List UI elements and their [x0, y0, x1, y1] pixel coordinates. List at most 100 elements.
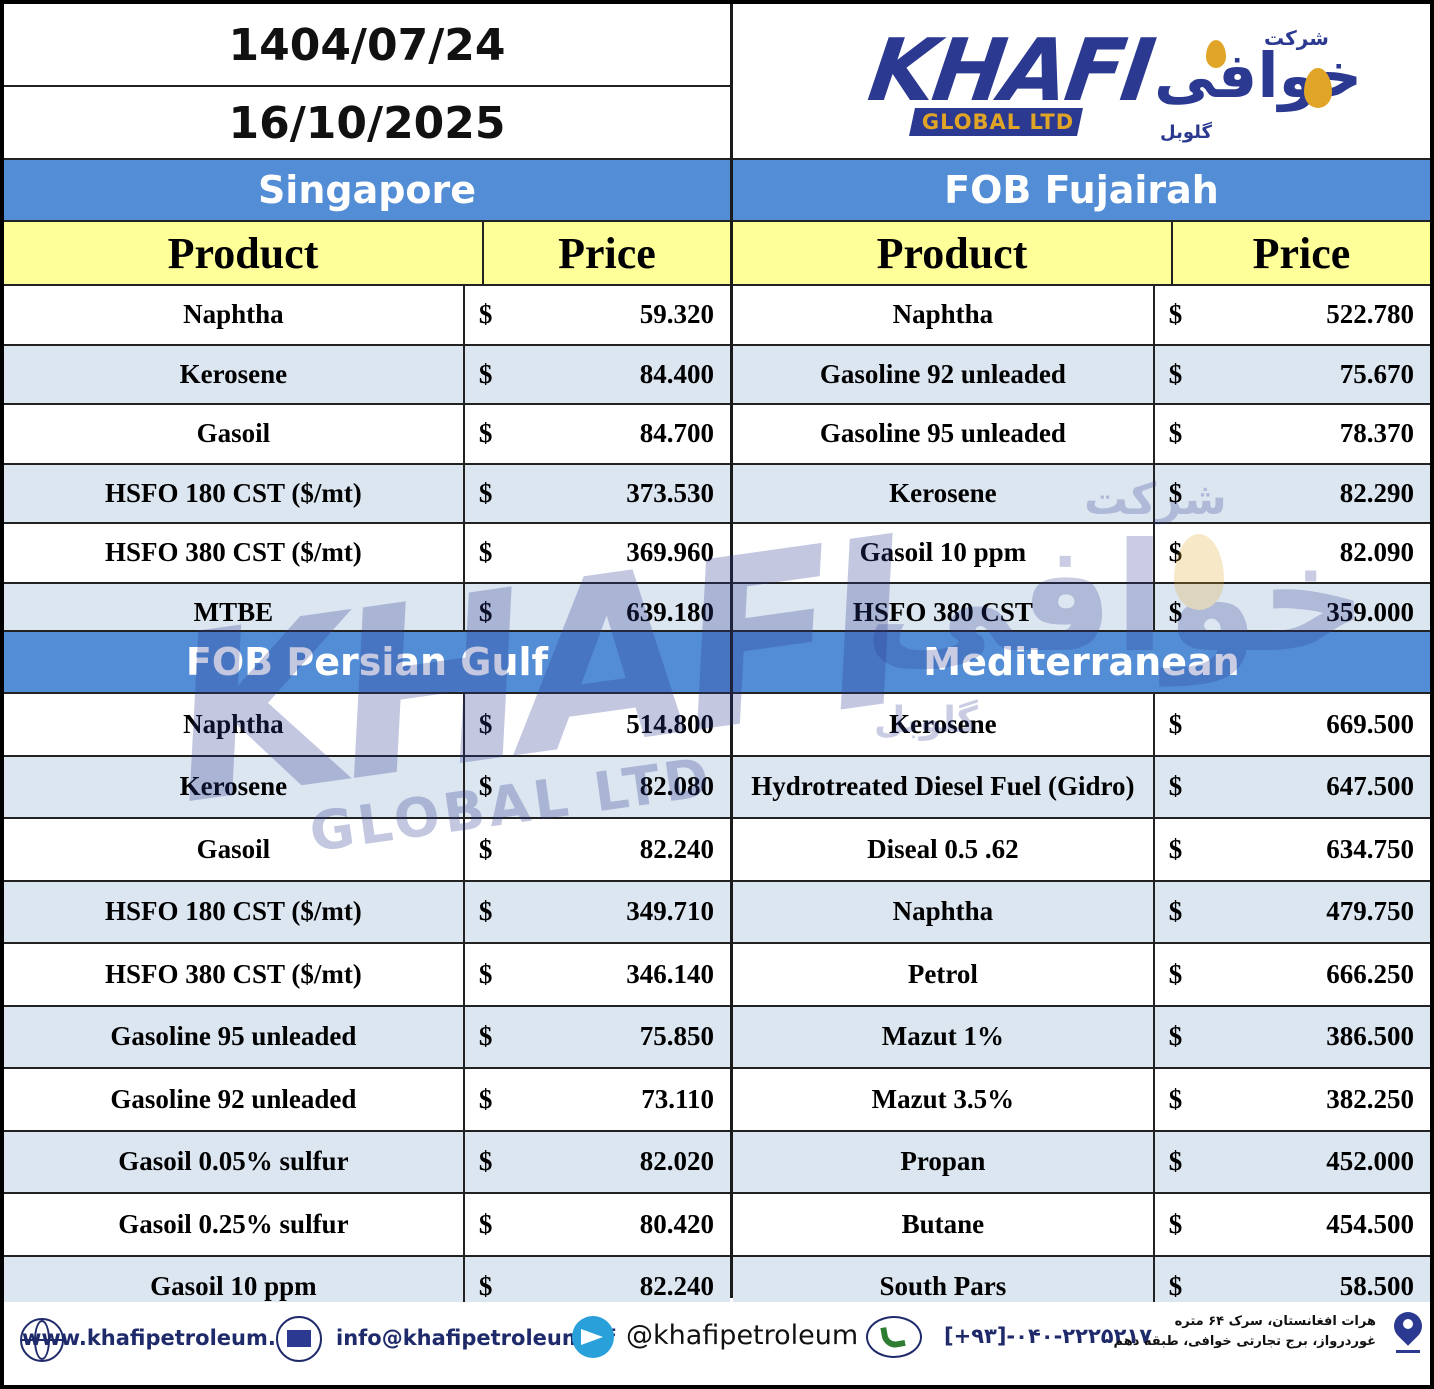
currency-symbol: $ [478, 1271, 493, 1302]
price-value: 669.500 [1326, 708, 1414, 739]
currency-symbol: $ [1168, 896, 1183, 927]
email-link[interactable]: info@khafipetroleum.af [336, 1326, 616, 1350]
product-price: $369.960 [465, 524, 730, 582]
price-value: 346.140 [626, 958, 714, 989]
product-price: $349.710 [465, 882, 730, 943]
product-name: Naphtha [4, 694, 465, 755]
product-name: Mazut 1% [733, 1006, 1155, 1067]
product-price: $373.530 [465, 465, 730, 523]
product-price: $84.400 [465, 346, 730, 404]
product-name: Gasoline 92 unleaded [733, 345, 1155, 403]
currency-symbol: $ [1168, 1146, 1183, 1177]
product-price: $639.180 [465, 584, 730, 642]
currency-symbol: $ [478, 1146, 493, 1177]
table-row: Gasoline 95 unleaded $75.850 [4, 1006, 730, 1069]
table-row: Kerosene $669.500 [733, 694, 1430, 757]
product-name: Gasoil 0.25% sulfur [4, 1194, 465, 1255]
price-value: 514.800 [626, 708, 714, 739]
price-value: 75.670 [1339, 358, 1414, 389]
price-value: 634.750 [1326, 833, 1414, 864]
table-row: Naphtha $59.320 [4, 286, 730, 346]
table-row: Gasoline 92 unleaded $73.110 [4, 1069, 730, 1132]
currency-symbol: $ [1168, 1083, 1183, 1114]
product-name: Gasoil 10 ppm [4, 1256, 465, 1317]
product-name: Butane [733, 1194, 1155, 1255]
telegram-icon [572, 1316, 614, 1358]
price-value: 522.780 [1326, 299, 1414, 330]
table-row: Hydrotreated Diesel Fuel (Gidro) $647.500 [733, 756, 1430, 819]
product-price: $82.290 [1155, 465, 1430, 523]
website-link[interactable]: www.khafipetroleum.af [22, 1326, 300, 1350]
product-name: Mazut 3.5% [733, 1069, 1155, 1130]
logo-fa-top: شرکت [1264, 26, 1329, 50]
section-title-fujairah: FOB Fujairah [733, 158, 1430, 222]
product-name: Petrol [733, 944, 1155, 1005]
location-pin-icon [1388, 1306, 1428, 1353]
currency-symbol: $ [1168, 537, 1183, 568]
persian-gulf-table: Naphtha $514.800 Kerosene $82.080 Gasoil $82.… [4, 694, 730, 1319]
logo-sub: GLOBAL LTD [921, 110, 1075, 134]
table-row: Naphtha $479.750 [733, 881, 1430, 944]
globe-icon [20, 1318, 64, 1362]
currency-symbol: $ [478, 418, 493, 449]
product-name: Gasoil 0.05% sulfur [4, 1131, 465, 1192]
product-name: HSFO 380 CST ($/mt) [4, 524, 465, 582]
singapore-table: Naphtha $59.320 Kerosene $84.400 Gasoil $84.7… [4, 286, 730, 643]
col-header-product: Product [733, 222, 1173, 286]
product-price: $82.090 [1155, 524, 1430, 582]
price-value: 82.240 [639, 1271, 714, 1302]
product-price: $346.140 [465, 944, 730, 1005]
price-value: 647.500 [1326, 771, 1414, 802]
col-header-price: Price [484, 222, 730, 286]
price-value: 386.500 [1326, 1021, 1414, 1052]
price-value: 369.960 [626, 537, 714, 568]
product-price: $75.670 [1155, 346, 1430, 404]
table-row: Kerosene $82.290 [733, 464, 1430, 524]
currency-symbol: $ [1168, 1021, 1183, 1052]
logo-fa-main: خوافی [1154, 39, 1363, 112]
table-row: Gasoil 10 ppm $82.090 [733, 524, 1430, 584]
product-name: Kerosene [733, 694, 1155, 755]
product-name: Kerosene [733, 464, 1155, 522]
currency-symbol: $ [1168, 708, 1183, 739]
currency-symbol: $ [1168, 1271, 1183, 1302]
email-icon [276, 1316, 322, 1362]
price-value: 479.750 [1326, 896, 1414, 927]
currency-symbol: $ [478, 1208, 493, 1239]
table-row: Naphtha $522.780 [733, 286, 1430, 346]
product-name: MTBE [4, 583, 465, 641]
price-value: 73.110 [641, 1083, 714, 1114]
product-price: $80.420 [465, 1194, 730, 1255]
table-row: Gasoil $82.240 [4, 819, 730, 882]
phone-number[interactable]: [+۹۳]-۰۴۰-۲۲۲۵۲۱۷ [944, 1324, 1153, 1348]
currency-symbol: $ [1168, 833, 1183, 864]
col-header-product: Product [4, 222, 484, 286]
product-name: Gasoil [4, 819, 465, 880]
product-name: HSFO 180 CST ($/mt) [4, 881, 465, 942]
table-row: HSFO 380 CST ($/mt) $369.960 [4, 524, 730, 584]
product-name: South Pars [733, 1256, 1155, 1317]
price-value: 82.080 [639, 771, 714, 802]
currency-symbol: $ [1168, 958, 1183, 989]
table-row: Gasoil 0.25% sulfur $80.420 [4, 1194, 730, 1257]
address-line-1: هرات افغانستان، سرک ۶۴ متره [1174, 1314, 1376, 1329]
date-gregorian: 16/10/2025 [228, 97, 506, 149]
table-row: Gasoline 95 unleaded $78.370 [733, 405, 1430, 465]
product-name: Naphtha [4, 286, 465, 344]
product-price: $666.250 [1155, 944, 1430, 1005]
footer: www.khafipetroleum.af info@khafipetroleu… [4, 1302, 1430, 1385]
product-name: HSFO 380 CST [733, 583, 1155, 641]
table-row: Gasoline 92 unleaded $75.670 [733, 345, 1430, 405]
price-value: 666.250 [1326, 958, 1414, 989]
telegram-handle[interactable]: @khafipetroleum [626, 1320, 859, 1351]
price-value: 59.320 [639, 299, 714, 330]
product-price: $454.500 [1155, 1194, 1430, 1255]
section-title-persian-gulf: FOB Persian Gulf [4, 630, 730, 694]
price-value: 58.500 [1339, 1271, 1414, 1302]
product-price: $82.080 [465, 757, 730, 818]
company-logo: KHAFI GLOBAL LTD شرکت خوافی گلوبل [863, 18, 1362, 150]
price-value: 84.400 [639, 358, 714, 389]
price-value: 382.250 [1326, 1083, 1414, 1114]
price-value: 82.020 [639, 1146, 714, 1177]
table-row: Mazut 3.5% $382.250 [733, 1069, 1430, 1132]
